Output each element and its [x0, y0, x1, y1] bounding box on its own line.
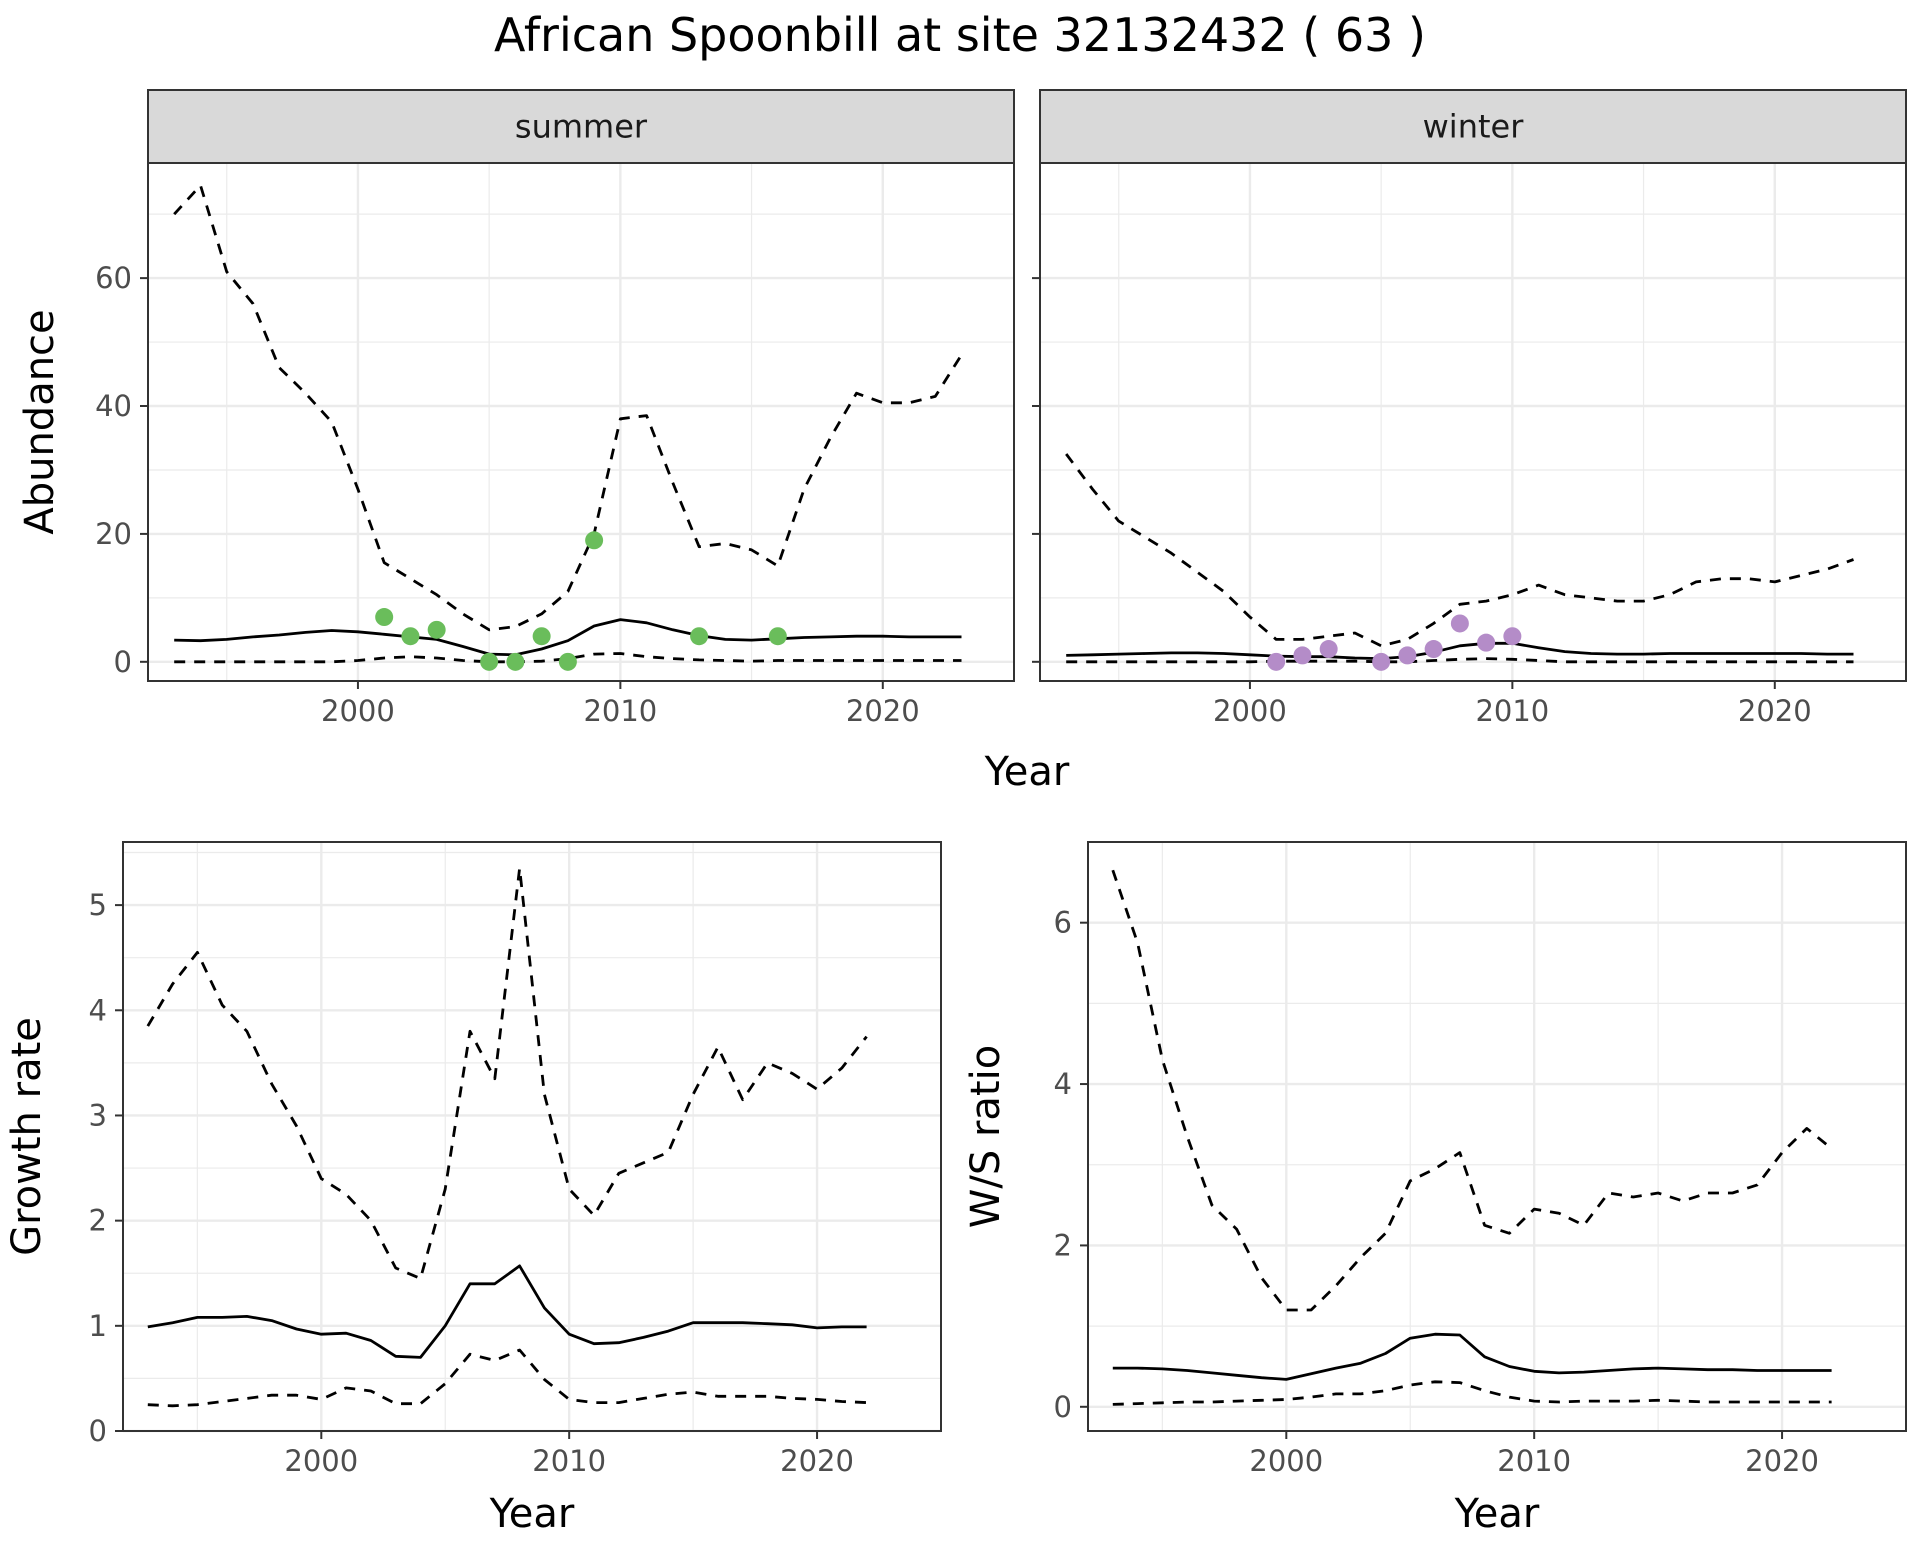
y-tick-label: 20 [95, 517, 132, 551]
y-tick-label: 2 [1054, 1228, 1072, 1262]
facet-strip [1039, 89, 1907, 164]
y-axis-label: Growth rate [4, 1017, 50, 1256]
x-tick-label: 2010 [583, 694, 657, 728]
x-tick-label: 2000 [1213, 694, 1287, 728]
data-point [585, 531, 604, 550]
series-line-upper [1065, 453, 1854, 648]
y-tick-label: 0 [89, 1414, 107, 1448]
panel-border [1039, 162, 1907, 682]
series-line-upper [146, 866, 868, 1280]
x-axis-label: Year [1454, 1491, 1540, 1537]
y-axis-label: Abundance [17, 309, 63, 534]
y-tick-label: 5 [89, 888, 107, 922]
y-tick-label: 0 [1054, 1390, 1072, 1424]
panel-border [122, 841, 942, 1432]
data-point [532, 627, 551, 646]
data-point [1503, 627, 1522, 646]
data-point [1424, 640, 1443, 659]
series-line-upper [173, 184, 963, 632]
y-tick-label: 3 [89, 1098, 107, 1132]
panel-border [147, 162, 1015, 682]
series-line-lower [1112, 1380, 1832, 1406]
y-tick-label: 4 [1054, 1067, 1072, 1101]
y-tick-label: 6 [1054, 906, 1072, 940]
data-point [558, 652, 577, 671]
x-tick-label: 2010 [1475, 694, 1549, 728]
facet-strip [147, 89, 1015, 164]
data-point [1267, 652, 1286, 671]
data-point [427, 620, 446, 639]
data-point [1398, 646, 1417, 665]
y-tick-label: 1 [89, 1309, 107, 1343]
panel-winter: winter 2000 2010 2020 [1032, 89, 1907, 728]
x-tick-label: 2010 [532, 1444, 606, 1478]
panel-border [1087, 841, 1907, 1432]
data-point [1372, 652, 1391, 671]
facet-strip-label: winter [1423, 108, 1525, 146]
panel-growth: 2000 2010 2020 0 1 2 3 4 5 Growth rate Year [4, 841, 942, 1537]
x-tick-label: 2000 [321, 694, 395, 728]
series-line-mean [174, 618, 962, 657]
x-tick-label: 2000 [284, 1444, 358, 1478]
y-tick-label: 40 [95, 389, 132, 423]
data-point [690, 627, 709, 646]
x-tick-label: 2010 [1497, 1444, 1571, 1478]
data-point [480, 652, 499, 671]
series-line-upper [1111, 869, 1833, 1312]
x-tick-label: 2020 [1738, 694, 1812, 728]
x-tick-label: 2020 [780, 1444, 854, 1478]
panel-summer: summer 2000 2010 2020 0 20 40 60 Abundance [17, 89, 1015, 728]
figure-title: African Spoonbill at site 32132432 ( 63 … [494, 8, 1426, 62]
x-tick-label: 2020 [846, 694, 920, 728]
facet-strip-label: summer [515, 108, 648, 146]
data-point [506, 652, 525, 671]
y-tick-label: 2 [89, 1204, 107, 1238]
x-tick-label: 2000 [1249, 1444, 1323, 1478]
y-tick-label: 0 [114, 645, 132, 679]
y-axis-label: W/S ratio [963, 1045, 1009, 1228]
data-point [768, 627, 787, 646]
x-axis-label-top: Year [984, 749, 1070, 795]
series-line-mean [1112, 1332, 1832, 1381]
x-tick-label: 2020 [1745, 1444, 1819, 1478]
data-point [1319, 640, 1338, 659]
x-axis-label: Year [489, 1491, 575, 1537]
data-point [1293, 646, 1312, 665]
data-point [1477, 633, 1496, 652]
data-point [375, 608, 394, 627]
panel-ratio: 2000 2010 2020 0 2 4 6 W/S ratio Year [963, 841, 1907, 1537]
series-line-lower [147, 1348, 867, 1408]
data-point [1450, 614, 1469, 633]
data-point [401, 627, 420, 646]
series-line-mean [1066, 641, 1854, 660]
y-tick-label: 60 [95, 261, 132, 295]
series-line-mean [147, 1264, 867, 1359]
y-tick-label: 4 [89, 993, 107, 1027]
